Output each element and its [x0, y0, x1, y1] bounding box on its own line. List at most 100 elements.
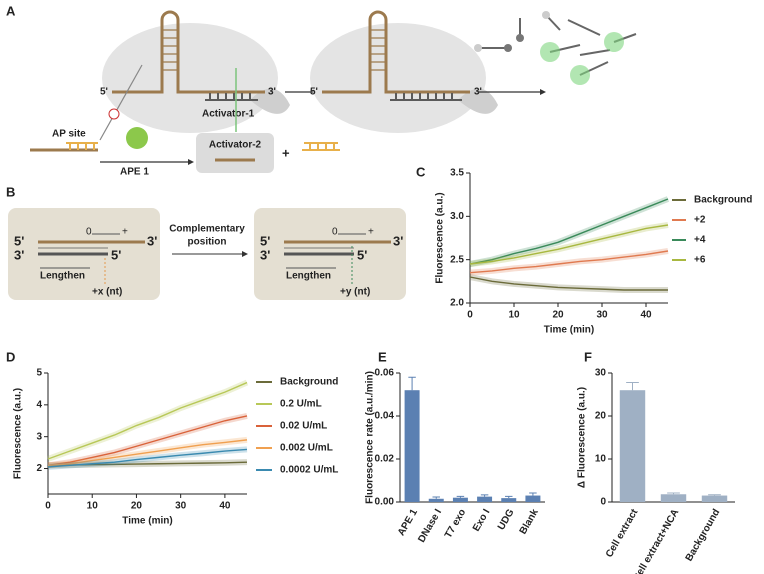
- bar: [619, 390, 646, 502]
- y-tick-label: 5: [36, 368, 42, 379]
- dot: [542, 11, 550, 19]
- y-tick-label: 0.00: [375, 497, 395, 508]
- panel-label: B: [6, 184, 15, 199]
- y-tick-label: 2: [36, 463, 42, 474]
- panel-label: A: [6, 3, 16, 18]
- glow: [570, 65, 590, 85]
- label: 3': [268, 87, 276, 98]
- bar: [428, 498, 444, 502]
- bar: [660, 494, 687, 502]
- x-tick-label: Exo I: [471, 507, 493, 533]
- label: Activator-1: [202, 109, 255, 120]
- label: +y (nt): [340, 287, 370, 298]
- bar: [477, 496, 493, 502]
- panel-label: E: [378, 349, 387, 364]
- duplex-2: [284, 233, 391, 284]
- label: APE 1: [120, 167, 149, 178]
- bar: [404, 390, 420, 502]
- label: 3': [260, 247, 270, 262]
- enzyme: [310, 23, 486, 133]
- x-tick-label: 20: [131, 501, 143, 512]
- ape1-icon: [126, 127, 148, 149]
- dot: [516, 34, 524, 42]
- y-tick-label: 10: [595, 454, 607, 465]
- label: Lengthen: [40, 271, 85, 282]
- label: 3': [14, 247, 24, 262]
- y-tick-label: 3.0: [450, 211, 464, 222]
- legend-label: 0.0002 U/mL: [280, 465, 338, 476]
- strand: [112, 10, 265, 94]
- y-tick-label: 3.5: [450, 168, 464, 179]
- label: 3': [393, 233, 403, 248]
- stem: [370, 29, 386, 71]
- label: 5': [310, 87, 318, 98]
- legend-label: +2: [694, 215, 706, 226]
- error-bar: [456, 495, 465, 498]
- x-axis-label: Time (min): [122, 516, 172, 527]
- x-tick-label: DNase I: [416, 507, 444, 544]
- enzyme: [102, 23, 278, 133]
- y-tick-label: 3: [36, 431, 42, 442]
- panel-label: C: [416, 164, 426, 179]
- x-tick-label: APE 1: [396, 507, 420, 538]
- arrow: [99, 64, 143, 141]
- error-bar: [480, 494, 489, 497]
- x-tick-label: 30: [596, 310, 608, 321]
- label: 3': [147, 233, 157, 248]
- bar: [452, 497, 468, 502]
- enzyme-lobe: [458, 88, 498, 114]
- label: +: [282, 145, 290, 160]
- label: 0: [86, 227, 92, 238]
- diagram-a: 5' 3' Activator-1 5' 3' AP site APE 1 Ac…: [30, 10, 637, 178]
- bar: [501, 498, 517, 502]
- y-axis-label: Fluorescence (a.u.): [435, 192, 446, 283]
- error-bar: [432, 496, 440, 499]
- activator: [205, 93, 258, 101]
- label: +: [122, 227, 128, 238]
- label: 5': [357, 247, 367, 262]
- panel-label: D: [6, 349, 15, 364]
- series-line: [47, 439, 248, 467]
- stem: [162, 29, 178, 71]
- series-line: [469, 224, 669, 265]
- blocked: [108, 108, 120, 120]
- x-tick-label: 30: [175, 501, 187, 512]
- label: 5': [14, 233, 24, 248]
- x-axis-label: Time (min): [544, 325, 594, 336]
- x-tick-label: UDG: [496, 507, 517, 532]
- y-tick-label: 0.06: [375, 368, 395, 379]
- label: 5': [111, 247, 121, 262]
- y-axis-label: Fluorescence rate (a.u./min): [365, 371, 376, 504]
- x-tick-label: 40: [219, 501, 231, 512]
- legend-label: 0.02 U/mL: [280, 421, 327, 432]
- label: 5': [100, 87, 108, 98]
- series-line: [469, 250, 669, 274]
- duplex-1: [38, 233, 145, 284]
- dot: [504, 44, 512, 52]
- arrowhead: [242, 251, 248, 257]
- y-tick-label: 30: [595, 368, 607, 379]
- bar: [701, 495, 728, 502]
- enzyme-lobe: [250, 88, 290, 114]
- error-bar: [667, 492, 680, 495]
- y-tick-label: 0: [600, 497, 606, 508]
- y-axis-label: Fluorescence (a.u.): [13, 388, 24, 479]
- dot: [474, 44, 482, 52]
- diagram-b: 5' 3' 3' 5' 0 + Lengthen +x (nt) Complem…: [8, 208, 406, 300]
- series-line: [469, 276, 668, 291]
- x-tick-label: 0: [467, 310, 473, 321]
- strand: [322, 10, 470, 94]
- y-tick-label: 4: [36, 399, 42, 410]
- legend-label: +6: [694, 255, 706, 266]
- error-bar: [626, 381, 639, 391]
- legend-label: Background: [280, 377, 338, 388]
- x-tick-label: Blank: [518, 507, 541, 536]
- legend-label: 0.2 U/mL: [280, 399, 322, 410]
- y-tick-label: 0.04: [375, 411, 395, 422]
- glow: [540, 42, 560, 62]
- label: 0: [332, 227, 338, 238]
- y-tick-label: 2.5: [450, 254, 464, 265]
- label: Complementary: [169, 224, 245, 235]
- series-line: [469, 198, 669, 265]
